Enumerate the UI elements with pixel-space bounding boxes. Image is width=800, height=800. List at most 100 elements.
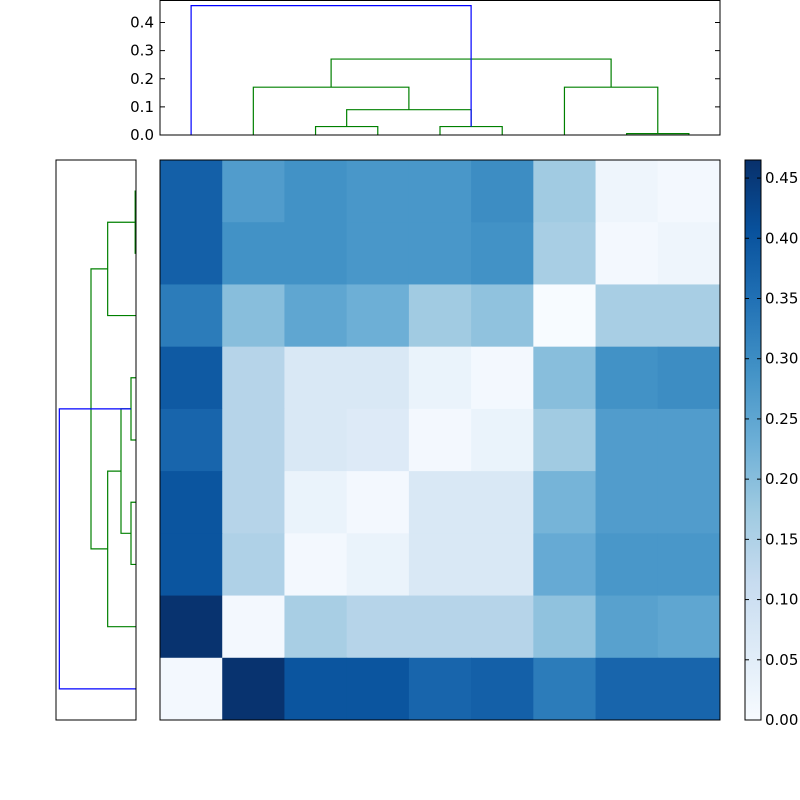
heatmap-cell xyxy=(471,160,534,223)
heatmap-cell xyxy=(346,533,410,597)
heatmap-cell xyxy=(471,222,534,285)
heatmap-cell xyxy=(222,284,285,348)
top-dendrogram: 0.0 0.1 0.2 0.3 0.4 xyxy=(130,0,721,144)
heatmap-cell xyxy=(346,346,410,410)
colorbar-tick-label: 0.20 xyxy=(765,470,798,488)
heatmap-cell xyxy=(284,284,348,348)
heatmap-cell xyxy=(408,346,472,410)
colorbar-tick-label: 0.00 xyxy=(765,711,798,729)
y-tick-label: 0.1 xyxy=(130,98,154,116)
heatmap-cell xyxy=(657,222,721,285)
colorbar-tick-label: 0.10 xyxy=(765,591,798,609)
heatmap-cell xyxy=(471,657,534,721)
heatmap-cell xyxy=(408,222,472,285)
heatmap-cell xyxy=(533,595,597,659)
heatmap-cell xyxy=(533,222,597,285)
heatmap-cell xyxy=(284,408,348,472)
heatmap-cell xyxy=(160,657,223,721)
dendrogram-link xyxy=(130,377,136,441)
heatmap-cell xyxy=(160,284,223,348)
heatmap-cell xyxy=(533,533,597,597)
heatmap-cell xyxy=(408,595,472,659)
heatmap-cell xyxy=(471,346,534,410)
heatmap-cell xyxy=(222,160,285,223)
heatmap-cell xyxy=(595,222,659,285)
heatmap-cell xyxy=(657,657,721,721)
heatmap-cell xyxy=(595,160,659,223)
heatmap-cell xyxy=(533,471,597,534)
heatmap-cell xyxy=(595,284,659,348)
heatmap-cell xyxy=(346,471,410,534)
heatmap-cell xyxy=(160,471,223,534)
heatmap-cell xyxy=(284,657,348,721)
y-tick-label: 0.0 xyxy=(130,126,154,144)
heatmap-cell xyxy=(284,471,348,534)
heatmap-cell xyxy=(471,533,534,597)
heatmap-cell xyxy=(595,471,659,534)
dendrogram-link xyxy=(252,86,410,135)
dendrogram-link xyxy=(314,125,379,135)
heatmap-cell xyxy=(284,160,348,223)
heatmap-cell xyxy=(346,595,410,659)
dendrogram-link xyxy=(626,132,690,135)
colorbar-tick-label: 0.40 xyxy=(765,229,798,247)
colorbar-gradient xyxy=(744,159,762,721)
heatmap-cell xyxy=(657,160,721,223)
heatmap-cell xyxy=(160,222,223,285)
heatmap-cell xyxy=(595,346,659,410)
dendrogram-link xyxy=(130,501,136,566)
heatmap-cell xyxy=(222,471,285,534)
heatmap-cell xyxy=(222,346,285,410)
colorbar-tick-label: 0.25 xyxy=(765,410,798,428)
heatmap-cell xyxy=(284,533,348,597)
heatmap-cell xyxy=(533,284,597,348)
heatmap-cell xyxy=(284,595,348,659)
heatmap-cell xyxy=(346,284,410,348)
heatmap-cell xyxy=(160,595,223,659)
colorbar-tick-label: 0.35 xyxy=(765,289,798,307)
heatmap-cell xyxy=(160,346,223,410)
heatmap-cell xyxy=(408,471,472,534)
heatmap-cell xyxy=(408,160,472,223)
heatmap-cell xyxy=(533,346,597,410)
y-tick-label: 0.2 xyxy=(130,70,154,88)
heatmap-cell xyxy=(346,222,410,285)
heatmap-cell xyxy=(595,533,659,597)
dendrogram-link xyxy=(563,86,659,135)
heatmap-cell xyxy=(160,533,223,597)
heatmap-cell xyxy=(471,595,534,659)
heatmap-cell xyxy=(408,657,472,721)
heatmap-cell xyxy=(657,284,721,348)
heatmap-cell xyxy=(222,408,285,472)
heatmap-cell xyxy=(657,408,721,472)
heatmap-cell xyxy=(657,346,721,410)
heatmap-cell xyxy=(595,408,659,472)
heatmap-cell xyxy=(346,160,410,223)
heatmap-cell xyxy=(533,408,597,472)
top-dendrogram-frame xyxy=(159,0,721,136)
dendrogram-link xyxy=(107,470,136,628)
dendrogram-link xyxy=(190,5,472,135)
colorbar-tick-label: 0.15 xyxy=(765,530,798,548)
heatmap-cell xyxy=(222,595,285,659)
colorbar: 0.00 0.05 0.10 0.15 0.20 0.25 0.30 0.35 0.40 0.45 xyxy=(744,159,798,729)
heatmap-cell xyxy=(408,533,472,597)
y-tick-label: 0.4 xyxy=(130,14,154,32)
heatmap-cell xyxy=(595,595,659,659)
heatmap-cell xyxy=(160,408,223,472)
heatmap-cell xyxy=(533,657,597,721)
heatmap-cell xyxy=(408,284,472,348)
dendrogram-link xyxy=(346,109,472,127)
heatmap-frame xyxy=(159,159,721,721)
dendrogram-link xyxy=(439,125,503,135)
colorbar-tick-label: 0.45 xyxy=(765,169,798,187)
heatmap-cell xyxy=(222,657,285,721)
heatmap-cell xyxy=(657,533,721,597)
heatmap-cell xyxy=(471,408,534,472)
heatmap-cell xyxy=(471,471,534,534)
left-dendrogram-frame xyxy=(55,159,137,721)
heatmap-cell xyxy=(284,346,348,410)
dendrogram-link xyxy=(120,408,131,534)
dendrogram-link xyxy=(58,408,136,690)
